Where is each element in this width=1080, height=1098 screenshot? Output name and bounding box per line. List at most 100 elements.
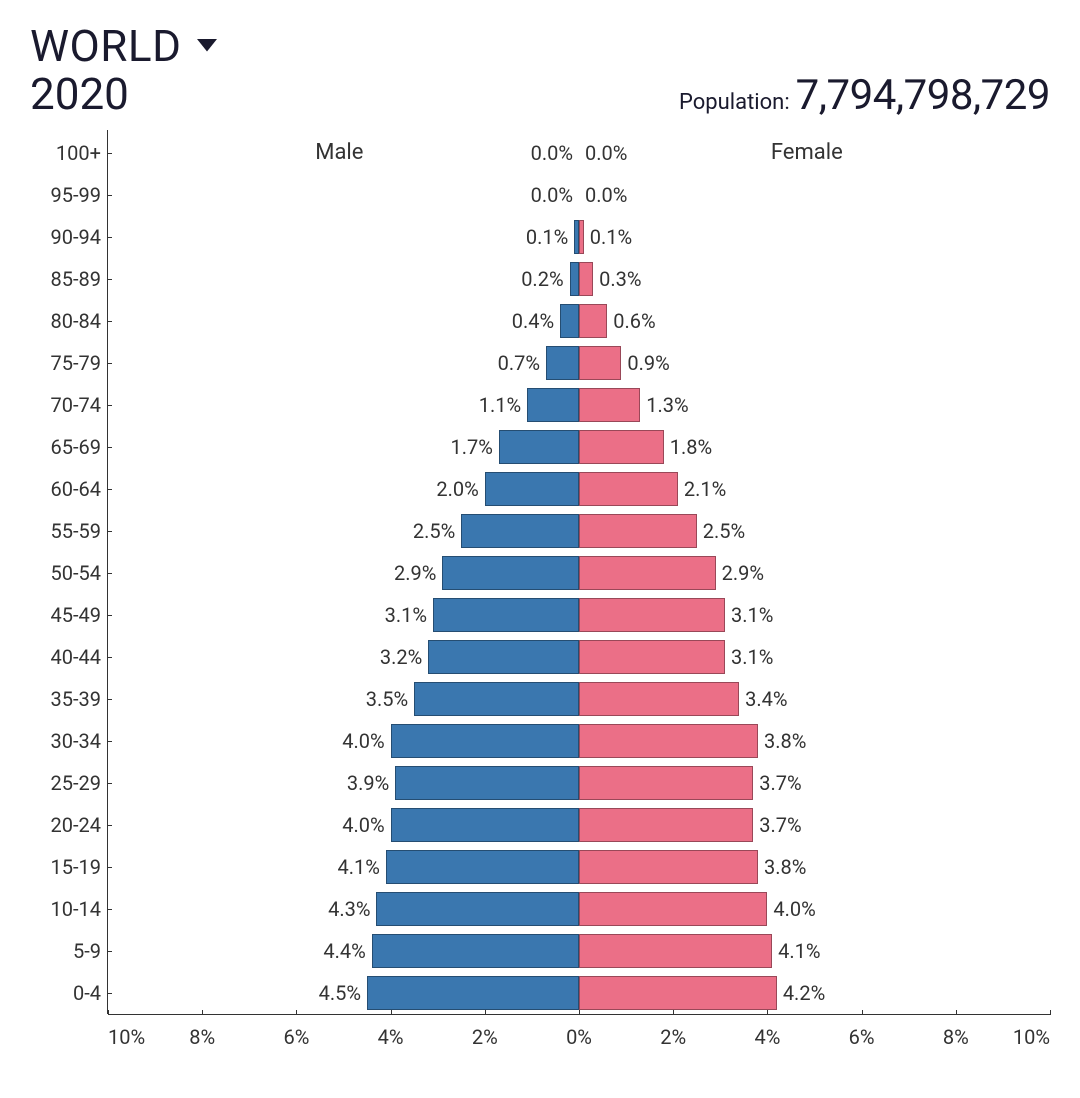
- female-bar: [579, 262, 593, 296]
- male-percent-label: 2.5%: [407, 519, 461, 543]
- male-percent-label: 3.1%: [379, 603, 433, 627]
- population-pyramid-chart: 100+95-9990-9485-8980-8475-7970-7465-696…: [30, 130, 1050, 1014]
- male-bar: [570, 262, 579, 296]
- female-bar: [579, 766, 753, 800]
- population-value: 7,794,798,729: [796, 71, 1050, 120]
- pyramid-row: 1.1% 1.3%: [108, 384, 1050, 426]
- y-axis-tick: 5-9: [30, 930, 107, 972]
- y-axis-tick: 0-4: [30, 972, 107, 1014]
- y-axis-tick: 65-69: [30, 426, 107, 468]
- male-bar: [367, 976, 579, 1010]
- y-axis-tick: 10-14: [30, 888, 107, 930]
- male-percent-label: 0.0%: [525, 141, 579, 165]
- female-percent-label: 1.8%: [664, 435, 718, 459]
- male-bar: [372, 934, 579, 968]
- male-percent-label: 0.2%: [515, 267, 569, 291]
- male-percent-label: 4.1%: [331, 855, 385, 879]
- y-axis-tick: 35-39: [30, 678, 107, 720]
- pyramid-row: 0.2% 0.3%: [108, 258, 1050, 300]
- female-bar: [579, 640, 725, 674]
- male-percent-label: 4.5%: [313, 981, 367, 1005]
- male-percent-label: 0.0%: [525, 183, 579, 207]
- year-label: 2020: [30, 68, 129, 120]
- y-axis-tick: 85-89: [30, 258, 107, 300]
- male-bar: [414, 682, 579, 716]
- pyramid-row: 3.9%3.7%: [108, 762, 1050, 804]
- male-bar: [386, 850, 579, 884]
- region-selector-label[interactable]: WORLD: [30, 20, 182, 72]
- x-axis-tick: 4%: [344, 1015, 438, 1058]
- y-axis-tick: 75-79: [30, 342, 107, 384]
- female-bar: [579, 472, 678, 506]
- female-percent-label: 3.7%: [753, 813, 807, 837]
- female-bar: [579, 850, 758, 884]
- male-bar: [391, 808, 579, 842]
- male-percent-label: 0.1%: [520, 225, 574, 249]
- pyramid-row: 0.4%0.6%: [108, 300, 1050, 342]
- chart-rows: 0.0%0.0%0.0%0.0%0.1%0.1%0.2%0.3%0.4%0.6%…: [108, 130, 1050, 1014]
- pyramid-row: 4.0%3.7%: [108, 804, 1050, 846]
- y-axis-tick: 70-74: [30, 384, 107, 426]
- chevron-down-icon[interactable]: [192, 29, 222, 63]
- female-bar: [579, 430, 664, 464]
- female-percent-label: 0.6%: [607, 309, 661, 333]
- population-label: Population:: [679, 90, 790, 115]
- pyramid-row: 4.3%4.0%: [108, 888, 1050, 930]
- pyramid-row: 0.0%0.0%: [108, 174, 1050, 216]
- female-bar: [579, 304, 607, 338]
- male-bar: [499, 430, 579, 464]
- male-percent-label: 1.1%: [473, 393, 527, 417]
- female-percent-label: 1.3%: [640, 393, 694, 417]
- x-axis-tick: 10%: [1003, 1015, 1050, 1058]
- y-axis-tick: 55-59: [30, 510, 107, 552]
- female-bar: [579, 346, 621, 380]
- pyramid-row: 0.0%0.0%: [108, 132, 1050, 174]
- y-axis-tick: 15-19: [30, 846, 107, 888]
- male-bar: [527, 388, 579, 422]
- female-percent-label: 3.1%: [725, 603, 779, 627]
- male-bar: [376, 892, 579, 926]
- female-percent-label: 4.1%: [772, 939, 826, 963]
- pyramid-row: 4.1% 3.8%: [108, 846, 1050, 888]
- pyramid-row: 3.2%3.1%: [108, 636, 1050, 678]
- male-bar: [461, 514, 579, 548]
- pyramid-row: 0.1%0.1%: [108, 216, 1050, 258]
- pyramid-row: 2.9%2.9%: [108, 552, 1050, 594]
- female-percent-label: 2.5%: [697, 519, 751, 543]
- male-percent-label: 3.5%: [360, 687, 414, 711]
- male-percent-label: 1.7%: [445, 435, 499, 459]
- male-bar: [546, 346, 579, 380]
- male-bar: [485, 472, 579, 506]
- population-display: Population: 7,794,798,729: [679, 71, 1050, 120]
- pyramid-row: 2.0% 2.1%: [108, 468, 1050, 510]
- male-percent-label: 2.0%: [430, 477, 484, 501]
- pyramid-row: 4.5%4.2%: [108, 972, 1050, 1014]
- pyramid-row: 3.5%3.4%: [108, 678, 1050, 720]
- female-bar: [579, 556, 716, 590]
- y-axis-tick: 25-29: [30, 762, 107, 804]
- pyramid-row: 4.4%4.1%: [108, 930, 1050, 972]
- male-legend: Male: [315, 140, 363, 165]
- female-percent-label: 0.0%: [579, 183, 633, 207]
- y-axis-tick: 90-94: [30, 216, 107, 258]
- female-percent-label: 3.8%: [758, 855, 812, 879]
- x-axis-tick: 4%: [720, 1015, 814, 1058]
- female-percent-label: 3.7%: [753, 771, 807, 795]
- plot-area: Male Female 0.0%0.0%0.0%0.0%0.1%0.1%0.2%…: [108, 130, 1050, 1014]
- female-percent-label: 0.9%: [621, 351, 675, 375]
- female-percent-label: 2.1%: [678, 477, 732, 501]
- female-bar: [579, 388, 640, 422]
- pyramid-row: 4.0%3.8%: [108, 720, 1050, 762]
- pyramid-row: 0.7% 0.9%: [108, 342, 1050, 384]
- x-axis-tick: 8%: [909, 1015, 1003, 1058]
- x-axis-tick: 2%: [438, 1015, 532, 1058]
- female-bar: [579, 976, 777, 1010]
- y-axis-tick: 95-99: [30, 174, 107, 216]
- x-axis: 10%8%6%4%2%0%2%4%6%8%10%: [108, 1014, 1050, 1058]
- male-percent-label: 0.7%: [492, 351, 546, 375]
- y-axis-tick: 50-54: [30, 552, 107, 594]
- pyramid-row: 2.5% 2.5%: [108, 510, 1050, 552]
- female-percent-label: 0.3%: [593, 267, 647, 291]
- x-axis-tick: 6%: [815, 1015, 909, 1058]
- y-axis-tick: 100+: [30, 132, 107, 174]
